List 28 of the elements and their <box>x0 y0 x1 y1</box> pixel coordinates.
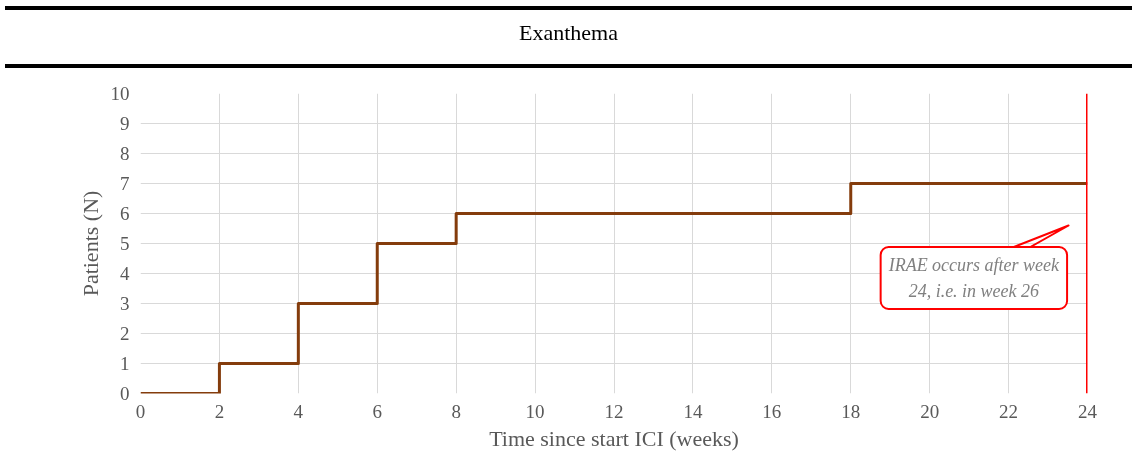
x-tick-label: 14 <box>683 400 703 422</box>
x-tick-label: 22 <box>999 400 1019 422</box>
y-tick-label: 3 <box>120 293 130 314</box>
chart-title: Exanthema <box>519 19 618 47</box>
x-tick-label: 24 <box>1078 400 1098 422</box>
y-tick-label: 9 <box>120 113 130 134</box>
x-tick-label: 18 <box>841 400 861 422</box>
x-tick-label: 2 <box>214 400 225 422</box>
x-tick-label: 0 <box>135 400 146 422</box>
y-tick-label: 7 <box>120 173 130 194</box>
y-tick-label: 0 <box>120 383 130 404</box>
y-tick-label: 2 <box>120 323 130 344</box>
x-tick-label: 16 <box>762 400 782 422</box>
y-tick-label: 8 <box>120 143 130 164</box>
y-tick-label: 4 <box>120 263 130 284</box>
y-tick-label: 5 <box>120 233 130 254</box>
x-tick-label: 10 <box>525 400 545 422</box>
x-tick-label: 20 <box>920 400 940 422</box>
x-tick-label: 12 <box>604 400 624 422</box>
y-tick-label: 10 <box>110 83 130 104</box>
annotation: IRAE occurs after week 24, i.e. in week 26 <box>887 255 1061 301</box>
y-tick-label: 1 <box>120 353 130 374</box>
x-tick-label: 8 <box>451 400 461 422</box>
y-axis-title: Patients (N) <box>77 190 103 297</box>
x-tick-label: 4 <box>293 400 304 422</box>
x-axis-title: Time since start ICI (weeks) <box>489 425 739 451</box>
x-tick-label: 6 <box>372 400 382 422</box>
y-tick-label: 6 <box>120 203 130 224</box>
